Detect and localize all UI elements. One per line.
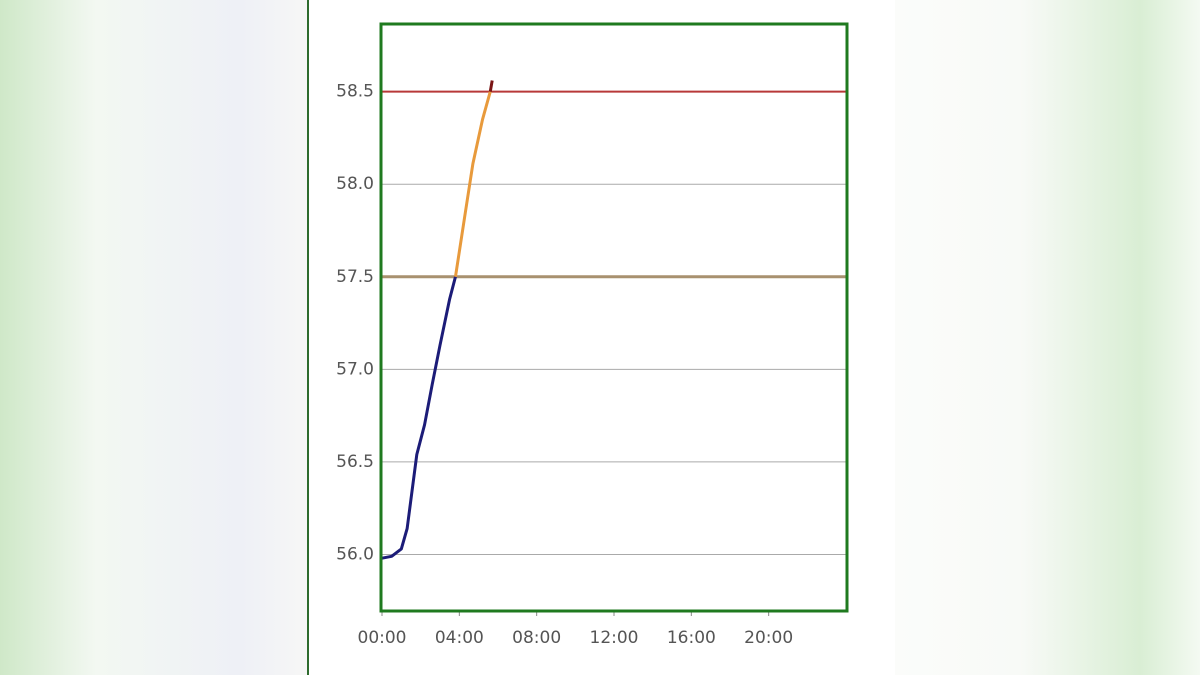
x-tick-label: 08:00 [512,628,561,648]
y-tick-label: 56.0 [336,544,374,564]
line-series [453,91,492,277]
y-tick-label: 58.5 [336,82,374,102]
y-tick-label: 58.0 [336,174,374,194]
x-tick-label: 00:00 [358,628,407,648]
plot-area [382,25,846,610]
line-series [381,276,457,560]
line-series [488,80,494,92]
plot-border [379,22,849,613]
x-tick-label: 16:00 [667,628,716,648]
y-tick-label: 57.0 [336,359,374,379]
x-tick-label: 12:00 [590,628,639,648]
x-tick-label: 04:00 [435,628,484,648]
x-tick-label: 20:00 [744,628,793,648]
y-tick-label: 57.5 [336,267,374,287]
y-tick-label: 56.5 [336,452,374,472]
